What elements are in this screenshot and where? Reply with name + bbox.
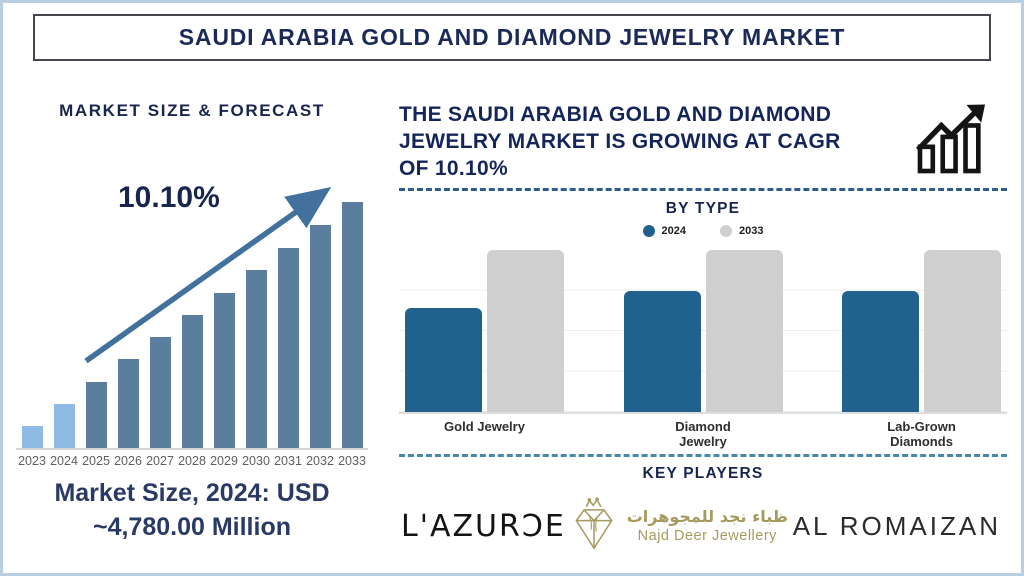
right-section: THE SAUDI ARABIA GOLD AND DIAMOND JEWELR… [381, 61, 1021, 555]
legend-dot-2024 [642, 225, 655, 237]
forecast-bar-2033 [341, 202, 363, 448]
market-size-line2: ~4,780.00 Million [92, 513, 291, 541]
type-bar-2024 [405, 308, 482, 412]
forecast-year-label: 2024 [50, 454, 78, 468]
forecast-year-label: 2023 [18, 454, 46, 468]
najd-deer-logo: ظباء نجد للمجوهرات Najd Deer Jewellery [571, 497, 788, 555]
page-title: SAUDI ARABIA GOLD AND DIAMOND JEWELRY MA… [178, 24, 846, 50]
forecast-bar-2029 [213, 293, 235, 448]
forecast-year-label: 2032 [306, 454, 334, 468]
forecast-year-label: 2025 [82, 454, 110, 468]
legend-label: 2024 [661, 225, 686, 237]
dashed-divider-top [399, 188, 1007, 191]
najd-deer-emblem-icon [575, 497, 613, 550]
by-type-group [842, 250, 1001, 412]
forecast-bar-2027 [149, 337, 171, 448]
forecast-bar-2032 [309, 225, 331, 448]
legend-label: 2033 [739, 225, 764, 237]
forecast-year-label: 2028 [178, 454, 206, 468]
forecast-year-label: 2026 [114, 454, 142, 468]
forecast-bar-2030 [245, 270, 267, 448]
by-type-category-labels: Gold Jewelry Diamond Jewelry Lab-Grown Diamo… [399, 419, 1007, 449]
lazurde-logo: L'AZURƆE [401, 508, 566, 544]
najd-arabic-label: ظباء نجد للمجوهرات [626, 506, 788, 526]
forecast-bars [16, 202, 368, 448]
market-forecast-section: MARKET SIZE & FORECAST 10.10% 2023 2024 20… [3, 61, 381, 555]
market-forecast-heading: MARKET SIZE & FORECAST [59, 101, 325, 120]
forecast-bar-2028 [181, 315, 203, 448]
forecast-chart: 10.10% [16, 181, 368, 450]
by-type-group [405, 250, 564, 412]
forecast-bar-2031 [277, 248, 299, 448]
forecast-year-label: 2027 [146, 454, 174, 468]
forecast-year-label: 2029 [210, 454, 238, 468]
type-bar-2024 [623, 290, 701, 412]
al-romaizan-logo: AL ROMAIZAN [792, 510, 1001, 541]
headline-line-2: JEWELRY MARKET IS GROWING AT CAGR [399, 130, 841, 153]
by-type-legend: 2024 2033 [399, 225, 1007, 237]
type-bar-2024 [842, 290, 919, 412]
type-category-label: Lab-Grown Diamonds [887, 419, 956, 449]
market-size-caption: Market Size, 2024: USD ~4,780.00 Million [3, 476, 381, 544]
dashed-divider-bottom [399, 454, 1007, 457]
key-players-heading: KEY PLAYERS [642, 465, 764, 482]
forecast-bar-2026 [117, 359, 139, 448]
cagr-headline: THE SAUDI ARABIA GOLD AND DIAMOND JEWELR… [399, 101, 841, 182]
type-category-label: Gold Jewelry [444, 419, 525, 434]
main-content: MARKET SIZE & FORECAST 10.10% 2023 2024 20… [3, 61, 1021, 555]
legend-item-2033: 2033 [720, 225, 763, 237]
forecast-year-label: 2030 [242, 454, 270, 468]
type-bar-2033 [487, 250, 564, 412]
forecast-bar-2025 [85, 382, 107, 448]
forecast-year-labels: 2023 2024 2025 2026 2027 2028 2029 2030 2031 2032… [16, 454, 368, 468]
headline-line-3: OF 10.10% [399, 157, 508, 180]
type-bar-2033 [924, 250, 1001, 412]
market-size-line1: Market Size, 2024: USD [54, 479, 330, 507]
bar-chart-rising-arrow-icon [915, 104, 986, 174]
by-type-heading: BY TYPE [665, 200, 741, 217]
cagr-growth-label: 10.10% [118, 181, 220, 214]
type-category-label: Diamond Jewelry [675, 419, 731, 449]
by-type-group [623, 250, 783, 412]
by-type-chart [399, 250, 1007, 414]
najd-deer-text: ظباء نجد للمجوهرات Najd Deer Jewellery [627, 507, 788, 545]
forecast-year-label: 2031 [274, 454, 302, 468]
forecast-bar-2024 [53, 404, 75, 448]
legend-dot-2033 [720, 225, 732, 237]
najd-english-label: Najd Deer Jewellery [637, 527, 777, 544]
forecast-year-label: 2033 [338, 454, 366, 468]
headline-line-1: THE SAUDI ARABIA GOLD AND DIAMOND [399, 103, 832, 126]
title-box: SAUDI ARABIA GOLD AND DIAMOND JEWELRY MA… [33, 14, 991, 61]
forecast-bar-2023 [21, 426, 43, 448]
headline-row: THE SAUDI ARABIA GOLD AND DIAMOND JEWELR… [399, 101, 1007, 182]
type-bar-2033 [705, 250, 783, 412]
legend-item-2024: 2024 [642, 225, 686, 237]
key-players-row: L'AZURƆE ظباء نجد للمجوهرات Najd Deer Je… [399, 497, 1007, 555]
